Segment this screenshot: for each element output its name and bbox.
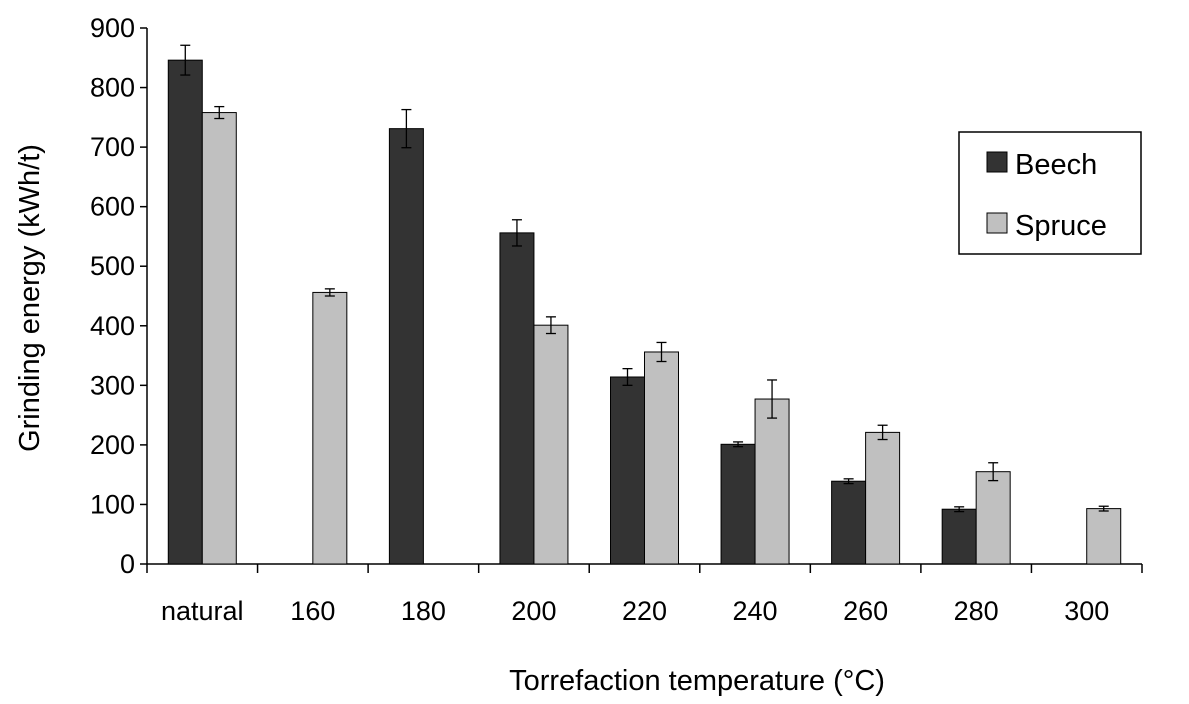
- error-bar-beech-220: [622, 368, 633, 386]
- bar-spruce-natural: [201, 112, 237, 565]
- error-bar-spruce-160: [324, 288, 335, 297]
- error-bar-beech-natural: [180, 44, 191, 76]
- x-tick-label: 240: [733, 596, 778, 626]
- y-axis-title: Grinding energy (kWh/t): [14, 144, 46, 452]
- y-tick-label: 800: [90, 73, 135, 103]
- legend: Beech Spruce: [958, 131, 1142, 255]
- bar-beech-200: [499, 232, 535, 565]
- y-tick-label: 100: [90, 489, 135, 519]
- bar-beech-280: [941, 508, 977, 565]
- bar-beech-180: [388, 128, 424, 565]
- error-bar-spruce-200: [545, 316, 556, 335]
- error-bar-spruce-220: [656, 341, 667, 363]
- legend-label-beech: Beech: [1015, 149, 1097, 181]
- bar-spruce-260: [865, 431, 901, 565]
- y-tick-label: 400: [90, 311, 135, 341]
- x-tick-label: 180: [401, 596, 446, 626]
- x-tick-label: 160: [290, 596, 335, 626]
- bar-beech-260: [831, 480, 867, 565]
- error-bar-beech-240: [733, 441, 744, 448]
- error-bar-beech-180: [401, 108, 412, 149]
- x-tick-label: 260: [843, 596, 888, 626]
- x-tick-label: 200: [511, 596, 556, 626]
- y-tick-label: 0: [120, 549, 135, 579]
- y-tick-label: 700: [90, 132, 135, 162]
- error-bars: [180, 44, 1109, 513]
- bar-spruce-220: [644, 351, 679, 565]
- legend-label-spruce: Spruce: [1015, 210, 1107, 242]
- bar-beech-220: [610, 376, 645, 565]
- x-tick-label: natural: [161, 596, 244, 626]
- y-tick-label: 200: [90, 430, 135, 460]
- y-tick-label: 600: [90, 192, 135, 222]
- error-bar-spruce-240: [767, 379, 778, 419]
- bar-spruce-240: [754, 398, 790, 565]
- legend-swatch-beech: [986, 151, 1008, 173]
- bar-spruce-200: [533, 324, 569, 565]
- error-bar-spruce-300: [1098, 505, 1109, 512]
- error-bar-beech-200: [511, 219, 522, 247]
- error-bar-spruce-260: [877, 424, 888, 441]
- bar-spruce-280: [975, 471, 1011, 565]
- x-tick-label: 220: [622, 596, 667, 626]
- bars: [167, 59, 1122, 565]
- bar-spruce-300: [1086, 508, 1122, 565]
- y-tick-label: 900: [90, 13, 135, 43]
- tick-labels: 0 100 200 300 400 500 600 700 800 900 natural 160 18…: [90, 13, 1109, 626]
- bar-spruce-160: [312, 291, 348, 565]
- error-bar-beech-260: [843, 478, 854, 485]
- error-bar-spruce-natural: [214, 105, 225, 120]
- y-tick-label: 500: [90, 251, 135, 281]
- y-tick-label: 300: [90, 370, 135, 400]
- error-bar-spruce-280: [988, 462, 999, 482]
- x-tick-label: 280: [954, 596, 999, 626]
- bar-beech-natural: [167, 59, 203, 565]
- x-tick-label: 300: [1064, 596, 1109, 626]
- x-axis-title: Torrefaction temperature (°C): [509, 665, 885, 697]
- bar-beech-240: [720, 443, 756, 565]
- legend-swatch-spruce: [986, 212, 1008, 234]
- error-bar-beech-280: [954, 506, 965, 513]
